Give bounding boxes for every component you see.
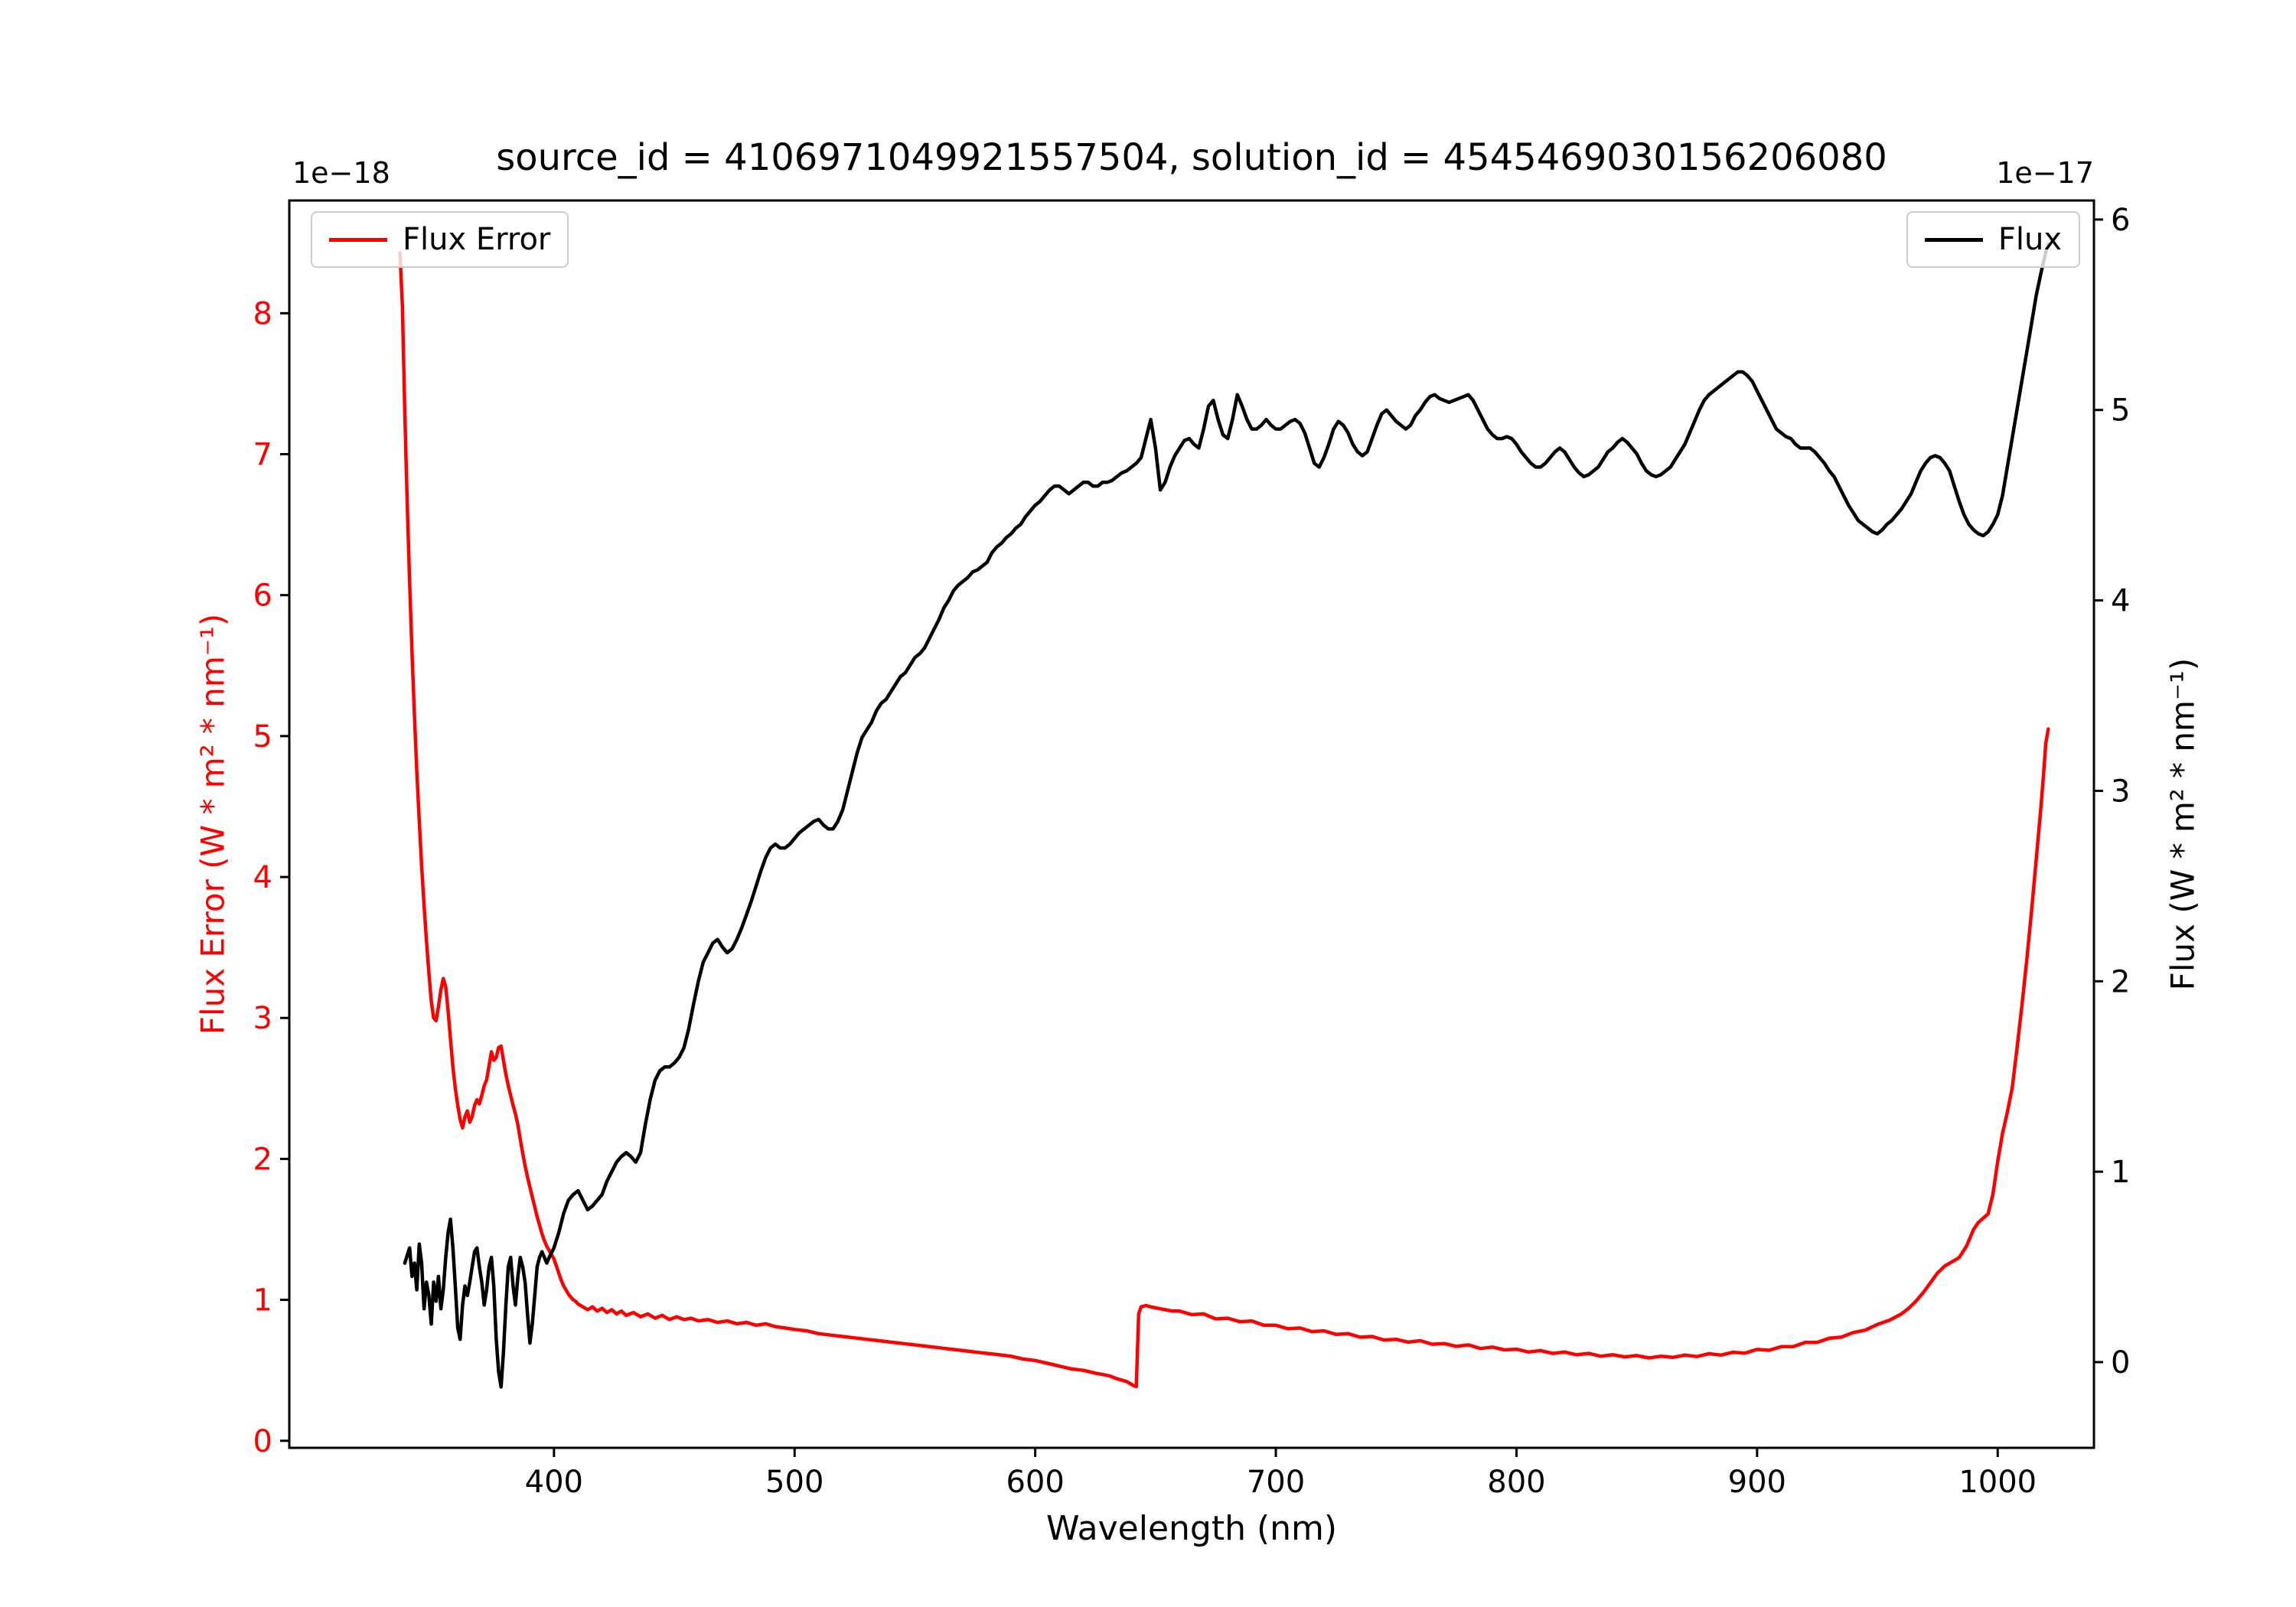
right-y-tick-label: 0 [2111, 1345, 2130, 1380]
legend-flux-error: Flux Error [311, 211, 569, 268]
left-y-tick-label: 7 [253, 438, 272, 473]
legend-flux-error-label: Flux Error [403, 222, 551, 257]
left-y-tick-label: 4 [253, 860, 272, 895]
legend-flux: Flux [1906, 211, 2080, 268]
chart-title: source_id = 4106971049921557504, solutio… [496, 136, 1887, 179]
right-y-tick-label: 2 [2111, 964, 2130, 999]
left-y-tick-label: 0 [253, 1424, 272, 1459]
flux-line-sample [1924, 237, 1983, 242]
axes-frame [288, 199, 2095, 1449]
left-y-tick-label: 6 [253, 579, 272, 614]
legend-flux-label: Flux [1998, 222, 2062, 257]
flux-error-line [398, 250, 2050, 1389]
x-tick-label: 700 [1247, 1465, 1305, 1500]
right-y-tick-label: 3 [2111, 774, 2130, 809]
x-axis-label: Wavelength (nm) [1045, 1509, 1338, 1548]
x-tick-label: 500 [765, 1465, 823, 1500]
right-axis-offset-text: 1e−17 [1996, 156, 2094, 190]
left-y-tick-label: 1 [253, 1283, 272, 1319]
right-y-tick-label: 1 [2111, 1155, 2130, 1190]
left-y-tick-label: 2 [253, 1142, 272, 1177]
left-y-tick-label: 3 [253, 1001, 272, 1036]
x-tick-label: 400 [525, 1465, 583, 1500]
left-y-tick-label: 8 [253, 296, 272, 331]
x-tick-label: 600 [1006, 1465, 1064, 1500]
flux-line [403, 242, 2050, 1389]
right-y-tick-label: 4 [2111, 584, 2130, 619]
left-axis-label: Flux Error (W * m² * nm⁻¹) [194, 613, 232, 1035]
x-tick-label: 800 [1487, 1465, 1545, 1500]
x-tick-label: 1000 [1958, 1465, 2037, 1500]
left-y-tick-label: 5 [253, 719, 272, 755]
right-y-tick-label: 6 [2111, 203, 2130, 238]
right-axis-label: Flux (W * m² * nm⁻¹) [2164, 657, 2202, 991]
flux-error-line-sample [329, 237, 387, 242]
left-axis-offset-text: 1e−18 [292, 156, 390, 190]
x-tick-label: 900 [1728, 1465, 1786, 1500]
right-y-tick-label: 5 [2111, 393, 2130, 429]
